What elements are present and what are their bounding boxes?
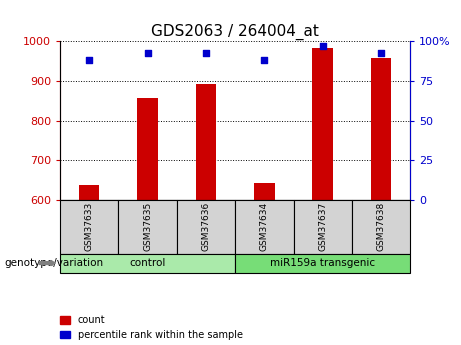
Point: [85, 58, 93, 63]
Bar: [371, 58, 391, 200]
Text: GSM37633: GSM37633: [85, 202, 94, 252]
Text: GSM37635: GSM37635: [143, 202, 152, 252]
Bar: [254, 184, 275, 200]
Text: GSM37636: GSM37636: [201, 202, 210, 252]
Point: [202, 50, 210, 55]
Point: [378, 50, 385, 55]
Bar: [313, 48, 333, 200]
Point: [319, 43, 326, 49]
Bar: [79, 185, 100, 200]
Title: GDS2063 / 264004_at: GDS2063 / 264004_at: [151, 24, 319, 40]
Point: [260, 58, 268, 63]
Bar: [137, 98, 158, 200]
Legend: count, percentile rank within the sample: count, percentile rank within the sample: [60, 315, 242, 340]
Text: genotype/variation: genotype/variation: [5, 258, 104, 268]
Text: miR159a transgenic: miR159a transgenic: [270, 258, 375, 268]
Point: [144, 50, 151, 55]
Text: GSM37638: GSM37638: [377, 202, 385, 252]
Text: GSM37637: GSM37637: [318, 202, 327, 252]
Text: control: control: [130, 258, 165, 268]
Text: GSM37634: GSM37634: [260, 202, 269, 252]
Bar: [195, 84, 216, 200]
